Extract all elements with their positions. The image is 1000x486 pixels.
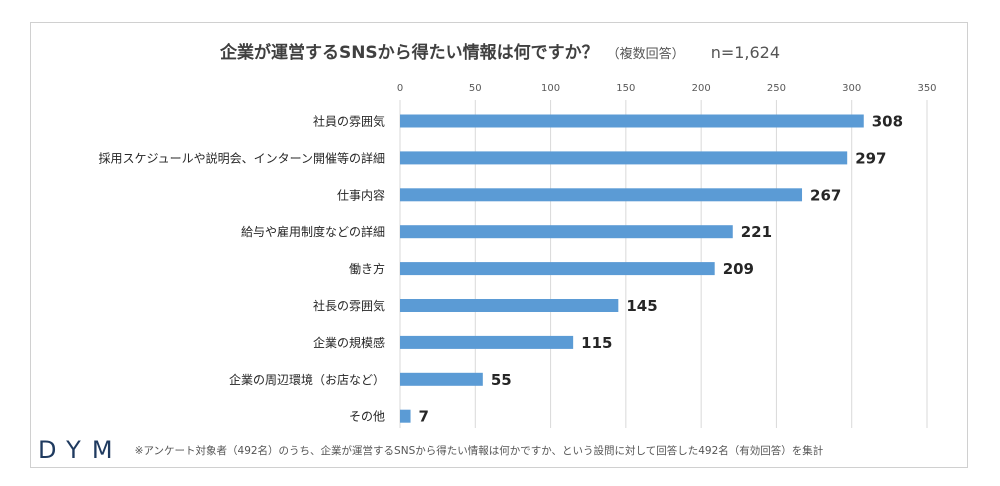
bar-6 [400,335,574,349]
footer: DYM ※アンケート対象者（492名）のうち、企業が運営するSNSから得たい情報… [38,436,938,464]
x-tick-label-50: 50 [469,83,482,94]
bar-0 [400,114,864,128]
bar-8 [400,409,411,423]
bar-2 [400,188,803,202]
chart-subtitle: （複数回答） [606,47,685,62]
value-label-5: 145 [626,297,657,315]
bar-4 [400,262,715,276]
category-label-5: 社長の雰囲気 [313,298,385,313]
chart-frame [30,22,968,468]
category-label-8: その他 [349,410,385,424]
value-label-3: 221 [741,223,772,241]
value-label-1: 297 [855,149,886,167]
category-label-0: 社員の雰囲気 [313,114,385,129]
x-tick-label-300: 300 [842,83,861,94]
x-tick-label-200: 200 [692,83,711,94]
value-label-4: 209 [723,260,754,278]
value-label-0: 308 [872,113,903,131]
category-label-6: 企業の規模感 [313,335,385,350]
dym-logo: DYM [38,436,124,464]
category-label-3: 給与や雇用制度などの詳細 [241,224,385,239]
bar-1 [400,151,848,165]
value-label-7: 55 [491,371,512,389]
bar-5 [400,299,619,312]
chart-title: 企業が運営するSNSから得たい情報は何ですか？ [219,43,599,63]
footnote: ※アンケート対象者（492名）のうち、企業が運営するSNSから得たい情報は何かで… [134,444,824,457]
x-tick-label-250: 250 [767,83,786,94]
bar-3 [400,225,733,239]
value-label-6: 115 [581,334,612,352]
category-label-4: 働き方 [349,261,385,276]
x-tick-label-350: 350 [917,83,936,94]
category-label-2: 仕事内容 [337,187,385,202]
category-label-1: 採用スケジュールや説明会、インターン開催等の詳細 [98,150,385,165]
sample-size-label: n=1,624 [710,43,781,62]
bar-7 [400,372,483,386]
x-tick-label-0: 0 [397,83,403,94]
category-label-7: 企業の周辺環境（お店など） [229,372,385,387]
chart-title-block: 企業が運営するSNSから得たい情報は何ですか？ （複数回答） n=1,624 [0,38,1000,63]
x-tick-label-150: 150 [616,83,635,94]
value-label-8: 7 [419,408,429,426]
value-label-2: 267 [810,186,841,204]
x-tick-label-100: 100 [541,83,560,94]
